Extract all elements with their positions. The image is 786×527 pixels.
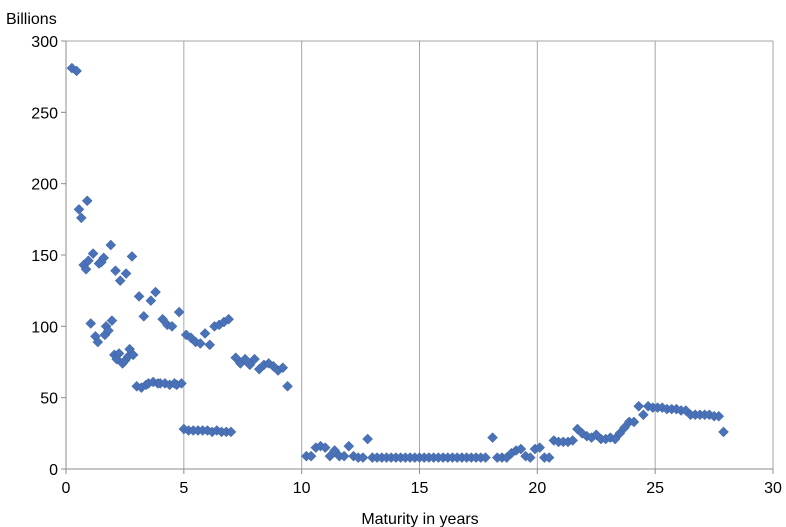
data-point <box>176 378 187 389</box>
y-tick-label: 200 <box>31 177 58 194</box>
x-tick-label: 5 <box>179 480 188 497</box>
data-point <box>324 450 336 462</box>
data-point <box>357 452 369 463</box>
data-point <box>75 212 87 224</box>
data-point <box>718 426 729 438</box>
y-tick-label: 50 <box>40 391 58 408</box>
x-tick-label: 0 <box>62 480 71 497</box>
data-point <box>71 65 82 77</box>
data-point <box>524 452 536 463</box>
data-point <box>199 328 211 339</box>
data-point <box>126 251 138 262</box>
data-point <box>338 450 350 462</box>
data-point <box>133 291 145 302</box>
data-point <box>319 442 331 453</box>
data-point <box>105 239 117 251</box>
data-point <box>127 349 139 361</box>
data-point <box>515 443 527 455</box>
x-tick-label: 15 <box>411 480 429 497</box>
data-point <box>329 445 341 456</box>
x-tick-label: 25 <box>646 480 664 497</box>
data-point <box>80 263 92 275</box>
data-point <box>230 352 242 364</box>
data-point <box>120 268 132 279</box>
y-tick-label: 150 <box>31 248 58 265</box>
data-point <box>282 380 293 392</box>
y-axis-label: Billions <box>6 11 57 28</box>
axes <box>61 40 774 474</box>
data-point <box>87 248 99 259</box>
data-point <box>150 286 161 298</box>
x-tick-label: 20 <box>528 480 546 497</box>
data-point <box>223 313 234 325</box>
data-point <box>98 252 110 264</box>
data-point <box>609 433 621 445</box>
data-point <box>173 306 185 318</box>
y-tick-label: 250 <box>31 105 58 122</box>
data-point <box>225 426 237 438</box>
gridlines <box>66 40 774 469</box>
data-point <box>362 433 374 445</box>
data-point <box>713 410 725 422</box>
data-point <box>268 360 279 372</box>
data-point <box>534 442 546 453</box>
data-point <box>249 353 260 365</box>
y-tick-label: 0 <box>49 462 58 479</box>
data-point <box>638 409 649 421</box>
data-point <box>343 440 355 452</box>
data-point <box>92 336 104 348</box>
data-point <box>244 359 256 371</box>
data-point <box>106 315 118 326</box>
data-point <box>110 265 121 277</box>
x-axis-label: Maturity in years <box>361 511 478 527</box>
data-point <box>619 422 630 433</box>
data-point <box>166 320 178 332</box>
data-point <box>480 452 491 463</box>
x-tick-label: 30 <box>764 480 782 497</box>
data-point <box>81 195 93 207</box>
data-point <box>157 313 168 325</box>
data-point <box>487 432 498 443</box>
data-points <box>66 62 729 463</box>
data-point <box>633 400 645 412</box>
y-tick-label: 300 <box>31 34 58 51</box>
data-point <box>83 255 94 267</box>
data-point <box>614 427 626 439</box>
data-point <box>543 452 555 463</box>
data-point <box>114 275 126 287</box>
data-point <box>66 62 78 74</box>
data-point <box>628 416 640 428</box>
data-point <box>138 310 150 322</box>
data-point <box>239 353 251 365</box>
data-point <box>204 339 216 351</box>
tick-labels: 0 50 100 150 200 250 300 0 5 10 15 20 25 30 <box>31 34 782 497</box>
data-point <box>85 318 97 329</box>
data-point <box>73 203 85 215</box>
x-tick-label: 10 <box>293 480 311 497</box>
data-point <box>277 362 289 374</box>
data-point <box>145 295 157 307</box>
data-point <box>305 450 317 462</box>
y-tick-label: 100 <box>31 319 58 336</box>
data-point <box>113 348 125 359</box>
data-point <box>103 325 114 336</box>
data-point <box>194 338 206 349</box>
data-point <box>567 435 579 446</box>
